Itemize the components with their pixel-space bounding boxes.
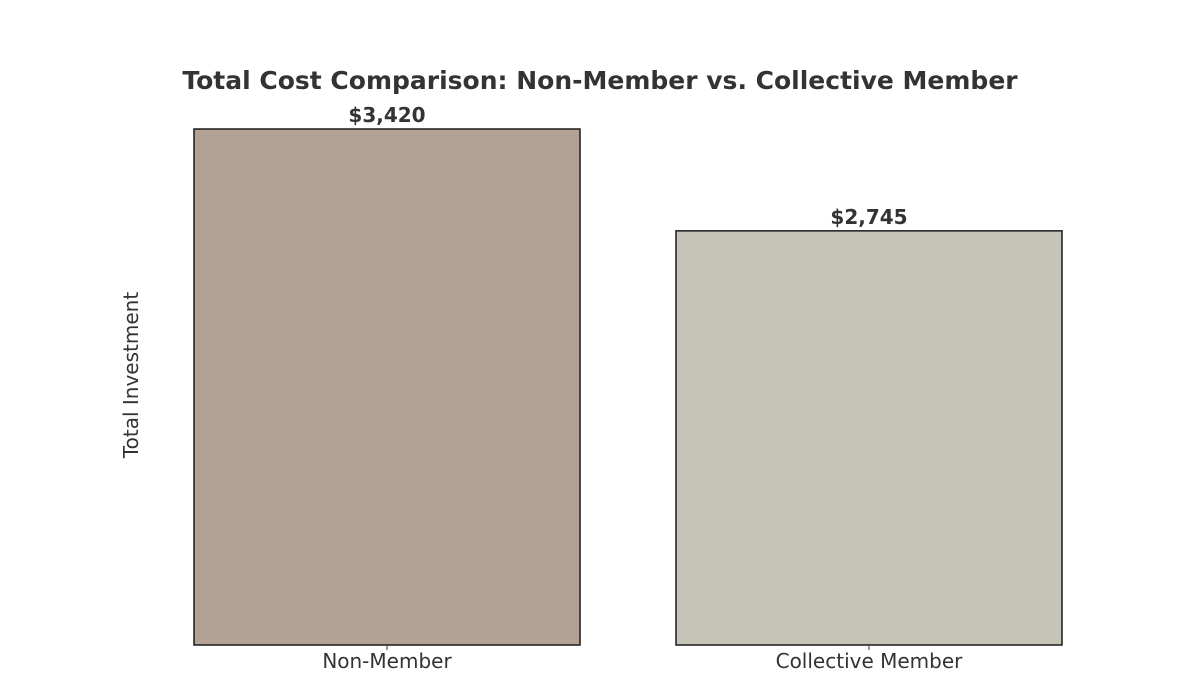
bar-non-member — [193, 128, 581, 646]
x-tick-label: Non-Member — [322, 649, 452, 673]
x-tick-label: Collective Member — [776, 649, 964, 673]
value-label: $3,420 — [348, 103, 425, 127]
value-label: $2,745 — [830, 205, 907, 229]
chart-title: Total Cost Comparison: Non-Member vs. Co… — [182, 66, 1018, 95]
bar-collective-member — [675, 230, 1063, 646]
